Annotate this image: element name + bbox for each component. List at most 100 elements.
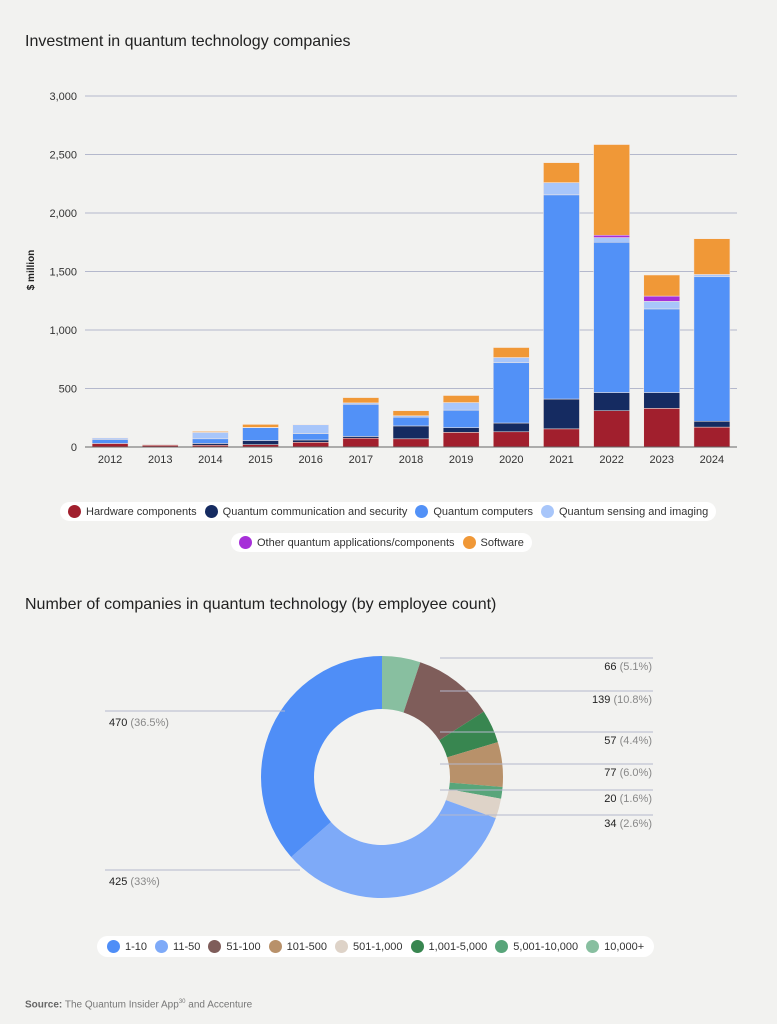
legend-swatch-icon [239, 536, 252, 549]
legend-label: 51-100 [226, 940, 261, 953]
bar-chart-title: Investment in quantum technology compani… [25, 33, 351, 50]
legend-label: 1-10 [125, 940, 148, 953]
slice-label: 66 (5.1%) [604, 661, 652, 673]
x-tick-label: 2017 [349, 454, 373, 466]
legend-label: 10,000+ [604, 940, 645, 953]
slice-label: 425 (33%) [109, 876, 160, 888]
bar-segment [242, 424, 279, 428]
legend-swatch-icon [68, 505, 81, 518]
bar-segment [693, 238, 731, 275]
legend-item: 1-10 [107, 940, 147, 953]
y-tick-label: 2,000 [49, 208, 77, 220]
bar-segment [543, 194, 580, 400]
legend-swatch-icon [155, 940, 169, 953]
bar-segment [543, 182, 580, 196]
legend-swatch-icon [107, 940, 120, 953]
bar-segment [643, 301, 681, 310]
source-suffix: and Accenture [185, 999, 253, 1011]
legend-item: 5,001-10,000 [495, 940, 578, 953]
slice-value: 139 [592, 694, 613, 706]
legend-label: 11-50 [173, 940, 201, 953]
y-tick-label: 1,500 [49, 267, 77, 279]
bar-segment [493, 347, 530, 358]
bar-segment [442, 432, 480, 448]
source-text: The Quantum Insider App [64, 999, 179, 1011]
legend-item: Hardware components [68, 505, 197, 518]
legend-item: Quantum computers [415, 505, 533, 518]
bar-segment [593, 242, 630, 393]
bar-segment [442, 409, 480, 428]
x-tick-label: 2019 [449, 454, 473, 466]
legend-item: 10,000+ [586, 940, 644, 953]
legend-item: Quantum communication and security [204, 505, 407, 518]
bar-segment [643, 308, 681, 393]
bar-segment [543, 162, 580, 183]
donut-slice [403, 662, 484, 741]
y-tick-label: 2,500 [49, 150, 77, 162]
legend-label: 101-500 [286, 940, 327, 953]
slice-value: 77 [604, 767, 619, 779]
slice-value: 470 [109, 717, 130, 729]
bar-segment [593, 234, 630, 238]
legend-item: 11-50 [155, 940, 200, 953]
slice-label: 57 (4.4%) [604, 735, 652, 747]
y-tick-label: 1,000 [49, 325, 77, 337]
source-note: Source: The Quantum Insider App30 and Ac… [25, 999, 252, 1010]
bar-segment [643, 274, 681, 297]
bar-segment [693, 276, 731, 422]
x-tick-label: 2012 [98, 454, 122, 466]
bar-segment [292, 433, 329, 441]
bar-segment [392, 410, 430, 417]
bar-segment [342, 404, 380, 437]
bar-segment [242, 427, 279, 441]
bar-segment [392, 416, 430, 427]
legend-item: 1,001-5,000 [410, 940, 488, 953]
bar-segment [91, 437, 129, 440]
bar-segment [493, 362, 530, 424]
slice-percent: (4.4%) [620, 735, 652, 747]
donut-slice [439, 711, 498, 758]
legend-label: Other quantum applications/components [257, 536, 455, 549]
bar-segment [342, 436, 380, 439]
bar-segment [643, 408, 681, 448]
y-tick-label: 500 [59, 384, 77, 396]
legend-label: Hardware components [86, 505, 197, 518]
slice-percent: (2.6%) [620, 818, 652, 830]
bar-segment [493, 422, 530, 433]
bar-segment [442, 402, 480, 411]
bar-segment [392, 438, 430, 448]
slice-value: 57 [604, 735, 619, 747]
legend-swatch-icon [586, 940, 600, 953]
bar-segment [292, 439, 329, 443]
bar-segment [192, 443, 229, 446]
bar-segment [91, 439, 129, 444]
x-tick-label: 2023 [650, 454, 674, 466]
bar-segment [593, 144, 630, 236]
x-tick-label: 2020 [499, 454, 523, 466]
legend-item: 51-100 [208, 940, 261, 953]
x-tick-label: 2018 [399, 454, 423, 466]
legend-swatch-icon [415, 505, 429, 518]
x-tick-label: 2014 [198, 454, 222, 466]
bar-legend-row-1: Hardware components Quantum communication… [60, 502, 717, 521]
legend-item: Software [462, 536, 524, 549]
bar-segment [192, 438, 229, 444]
donut-chart-title: Number of companies in quantum technolog… [25, 596, 497, 613]
legend-label: 501-1,000 [353, 940, 403, 953]
bar-segment [292, 424, 329, 434]
legend-swatch-icon [540, 505, 554, 518]
bar-segment [342, 397, 380, 404]
y-tick-label: 0 [71, 442, 77, 454]
investment-bar-chart: 0 500 1,000 1,500 2,000 2,500 3,000 $ million 20… [26, 91, 737, 466]
bar-segment [442, 395, 480, 403]
bar-segment [543, 398, 580, 430]
legend-label: 1,001-5,000 [428, 940, 488, 953]
donut-slice [445, 789, 502, 819]
slice-percent: (33%) [130, 876, 159, 888]
bar-segment [292, 442, 329, 448]
y-tick-label: 3,000 [49, 91, 77, 103]
legend-swatch-icon [462, 536, 476, 549]
slice-value: 66 [604, 661, 619, 673]
slice-percent: (6.0%) [620, 767, 652, 779]
x-tick-label: 2021 [549, 454, 573, 466]
